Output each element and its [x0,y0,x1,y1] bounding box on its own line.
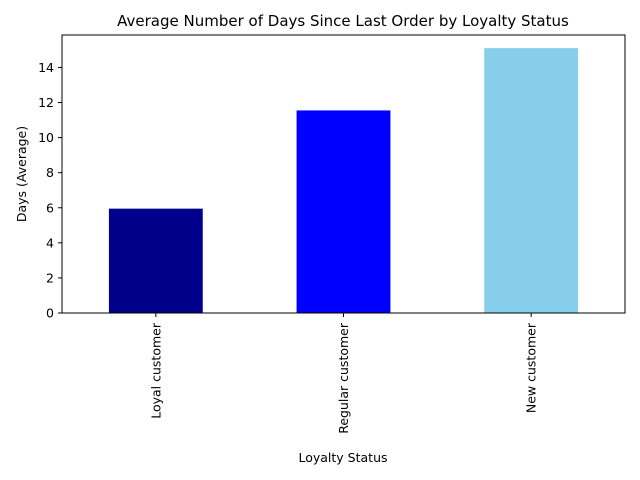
bar-regular-customer [296,110,391,313]
y-tick-label: 14 [38,60,54,75]
y-tick-label: 6 [46,200,54,215]
y-tick-label: 2 [46,270,54,285]
y-tick-label: 8 [46,165,54,180]
bar-new-customer [484,48,579,314]
y-tick-label: 12 [38,95,54,110]
x-tick-label: Regular customer [336,322,351,434]
y-axis-label: Days (Average) [14,126,29,222]
x-tick-label: Loyal customer [148,322,163,419]
y-axis-ticks: 0 2 4 6 8 10 12 14 [38,60,62,321]
bar-loyal-customer [108,208,203,313]
x-axis-label: Loyalty Status [298,450,387,465]
y-tick-label: 10 [38,130,54,145]
chart-title: Average Number of Days Since Last Order … [117,12,569,30]
y-tick-label: 0 [46,306,54,321]
y-tick-label: 4 [46,235,54,250]
x-tick-label: New customer [524,322,539,413]
x-axis-ticks: Loyal customer Regular customer New custom… [148,313,539,434]
bars-group [108,48,579,314]
plot-frame [61,34,626,314]
